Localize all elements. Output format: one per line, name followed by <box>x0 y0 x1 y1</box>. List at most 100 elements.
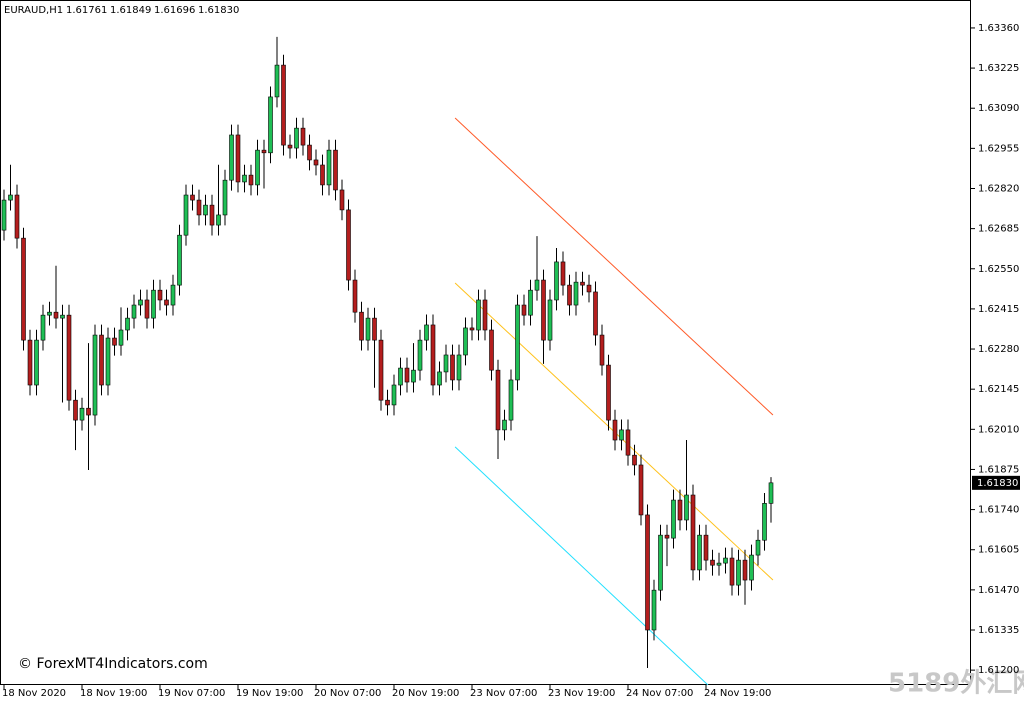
candle-body <box>8 194 13 201</box>
candle-body <box>170 284 176 306</box>
x-tick-label: 24 Nov 07:00 <box>626 688 693 699</box>
ohlc-open: 1.61761 <box>66 5 107 16</box>
candle-body <box>476 299 481 331</box>
candle-body <box>313 159 319 166</box>
y-tick-label: 1.61335 <box>978 625 1019 636</box>
candle-body <box>92 334 98 416</box>
candle-body <box>255 149 260 186</box>
price-tag-label: 1.61830 <box>977 478 1018 489</box>
candle-body <box>573 281 579 306</box>
candle-body <box>755 539 761 556</box>
candle-body <box>352 279 358 313</box>
corner-watermark: 5189外汇网 <box>888 669 1024 699</box>
y-tick-label: 1.63225 <box>978 63 1019 74</box>
candle-body <box>274 64 280 98</box>
candle-body <box>99 334 104 386</box>
candle-body <box>320 164 325 186</box>
candle-body <box>541 279 546 341</box>
candle-body <box>625 429 631 456</box>
x-tick-label: 20 Nov 19:00 <box>392 688 459 699</box>
candle-body <box>424 324 429 341</box>
candle-body <box>528 289 533 316</box>
candle-body <box>21 237 26 341</box>
candle-body <box>690 494 696 571</box>
candle-body <box>294 127 299 149</box>
candle-body <box>723 557 728 564</box>
candle-body <box>417 339 423 371</box>
x-tick-label: 23 Nov 19:00 <box>548 688 615 699</box>
candle-body <box>60 314 65 319</box>
candle-body <box>463 327 468 356</box>
candle-body <box>684 494 689 521</box>
candle-body <box>502 419 507 431</box>
candle-body <box>469 327 475 331</box>
candle-body <box>307 144 312 161</box>
candle-body <box>333 149 338 191</box>
candle-body <box>157 289 163 301</box>
ohlc-low: 1.61696 <box>154 5 195 16</box>
y-tick-label: 1.61740 <box>978 505 1019 516</box>
candle-body <box>638 464 644 516</box>
candle-body <box>235 134 241 183</box>
candle-body <box>144 299 150 319</box>
y-tick-label: 1.61875 <box>978 464 1019 475</box>
candle-body <box>339 189 345 211</box>
x-tick-label: 24 Nov 19:00 <box>704 688 771 699</box>
candle-body <box>768 482 774 504</box>
candle-body <box>118 329 124 346</box>
candle-body <box>489 329 494 371</box>
y-tick-label: 1.62010 <box>978 424 1019 435</box>
candle-body <box>131 304 137 319</box>
y-tick-label: 1.62145 <box>978 384 1019 395</box>
candle-body <box>359 311 364 341</box>
candle-body <box>567 284 572 306</box>
candle-body <box>749 554 754 581</box>
candle-body <box>599 334 605 366</box>
y-tick-label: 1.62955 <box>978 143 1019 154</box>
trend-line <box>454 446 709 685</box>
price-tag <box>972 475 1020 490</box>
candle-body <box>229 134 234 181</box>
candle-body <box>645 514 650 631</box>
candle-body <box>729 557 735 586</box>
candle-body <box>742 559 748 581</box>
candle-body <box>248 174 254 186</box>
candle-body <box>456 354 462 381</box>
candle-body <box>1 199 7 231</box>
candle-body <box>177 234 182 286</box>
candle-body <box>105 337 111 386</box>
candle-body <box>736 559 741 586</box>
symbol: EURAUD,H1 <box>4 5 63 16</box>
candle-body <box>593 291 598 336</box>
candle-body <box>138 299 143 306</box>
candle-body <box>619 429 624 441</box>
trend-line <box>454 117 774 416</box>
candle-body <box>411 369 416 383</box>
candle-body <box>404 367 410 383</box>
y-tick-label: 1.63360 <box>978 23 1019 34</box>
candle-body <box>658 534 663 591</box>
x-tick-label: 20 Nov 07:00 <box>314 688 381 699</box>
plot-area <box>1 36 774 685</box>
candle-body <box>222 179 228 216</box>
candle-body <box>450 354 455 381</box>
candle-body <box>560 261 566 286</box>
candle-body <box>300 127 306 146</box>
candle-body <box>378 339 384 401</box>
candle-body <box>586 284 592 293</box>
candle-body <box>164 299 169 306</box>
candle-body <box>151 289 156 319</box>
candle-body <box>606 364 611 421</box>
candle-body <box>697 534 702 571</box>
candle-body <box>326 149 332 186</box>
candle-body <box>112 337 117 346</box>
candle-body <box>710 559 715 566</box>
candle-body <box>183 194 189 236</box>
candle-body <box>196 199 202 216</box>
candle-body <box>534 279 540 291</box>
candle-body <box>554 261 559 301</box>
candle-body <box>86 407 91 416</box>
candle-body <box>27 339 33 386</box>
candle-body <box>391 384 397 406</box>
